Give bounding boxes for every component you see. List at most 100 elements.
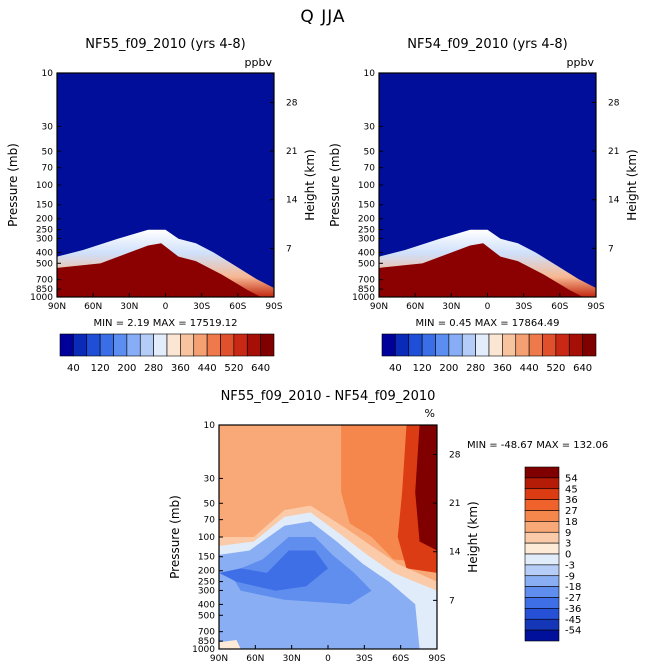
- colorbar-label: 0: [565, 550, 571, 561]
- x-tick-label: 0: [485, 302, 491, 312]
- colorbar-label: -9: [565, 571, 575, 582]
- y-tick-label: 150: [358, 201, 375, 211]
- x-tick-label: 90N: [210, 654, 228, 664]
- colorbar-swatch: [524, 608, 560, 620]
- colorbar-label: 45: [565, 484, 578, 495]
- colorbar-label: 54: [565, 473, 578, 484]
- y-tick-label: 850: [36, 285, 53, 295]
- units-label: %: [425, 407, 435, 420]
- colorbar-swatch: [524, 499, 560, 511]
- y-axis-label: Pressure (mb): [328, 143, 342, 227]
- x-tick-label: 60S: [229, 302, 246, 312]
- x-tick-label: 30N: [442, 302, 460, 312]
- x-tick-label: 90N: [370, 302, 388, 312]
- colorbar-swatch: [524, 466, 560, 479]
- height-tick-label: 7: [608, 244, 614, 254]
- y-tick-label: 100: [358, 181, 375, 191]
- colorbar-swatch: [461, 333, 476, 357]
- stat-min-label: MIN =: [415, 318, 449, 329]
- colorbar-label: 280: [466, 363, 485, 374]
- colorbar-swatch: [139, 333, 154, 357]
- y-tick-label: 150: [36, 201, 53, 211]
- y-tick-label: 700: [198, 628, 215, 638]
- colorbar-label: 360: [171, 363, 190, 374]
- y-tick-label: 200: [36, 215, 53, 225]
- stat-max-label: MAX =: [153, 318, 190, 329]
- stat-min-label: MIN =: [93, 318, 127, 329]
- colorbar-label: 40: [67, 363, 80, 374]
- y-tick-label: 50: [364, 147, 376, 157]
- colorbar-swatch: [220, 333, 235, 357]
- x-tick-label: 60S: [392, 654, 409, 664]
- colorbar-swatch: [59, 333, 74, 357]
- colorbar-label: 440: [198, 363, 217, 374]
- colorbar-swatch: [524, 521, 560, 533]
- chart-title: NF54_f09_2010 (yrs 4-8): [407, 37, 567, 52]
- stat-max-label: MAX =: [475, 318, 512, 329]
- colorbar-swatch: [381, 333, 396, 357]
- colorbar-swatch: [524, 618, 560, 631]
- y-axis-right-label: Height (km): [303, 149, 317, 220]
- y-tick-label: 400: [36, 248, 53, 258]
- y-tick-label: 300: [36, 234, 53, 244]
- colorbar-swatch: [502, 333, 517, 357]
- colorbar-label: 3: [565, 539, 571, 550]
- height-tick-label: 21: [608, 147, 619, 157]
- diff-region-54: [415, 425, 437, 551]
- colorbar-swatch: [153, 333, 168, 357]
- stat-max-label: MAX =: [536, 440, 573, 451]
- colorbar-label: 36: [565, 495, 578, 506]
- height-tick-label: 14: [608, 196, 620, 206]
- colorbar-label: -36: [565, 604, 581, 615]
- colorbar-swatch: [568, 333, 583, 357]
- height-tick-label: 14: [286, 196, 298, 206]
- x-tick-label: 60N: [84, 302, 102, 312]
- colorbar-swatch: [524, 531, 560, 544]
- colorbar-label: 40: [389, 363, 402, 374]
- colorbar-swatch: [524, 597, 560, 609]
- chart-title: NF55_f09_2010 - NF54_f09_2010: [221, 389, 436, 404]
- colorbar-label: 200: [439, 363, 458, 374]
- y-tick-label: 150: [198, 553, 215, 563]
- colorbar-label: 520: [546, 363, 565, 374]
- y-tick-label: 400: [198, 600, 215, 610]
- stat-max: 17519.12: [190, 318, 238, 329]
- colorbar-label: 280: [144, 363, 163, 374]
- y-tick-label: 250: [358, 226, 375, 236]
- colorbar-swatch: [524, 510, 560, 522]
- colorbar-swatch: [582, 333, 597, 357]
- y-tick-label: 10: [364, 69, 376, 79]
- y-tick-label: 100: [36, 181, 53, 191]
- height-tick-label: 28: [449, 450, 461, 460]
- y-tick-label: 200: [198, 567, 215, 577]
- high-concentration-plume: [57, 243, 261, 297]
- colorbar-label: 120: [91, 363, 110, 374]
- height-tick-label: 14: [449, 548, 461, 558]
- colorbar-swatch: [395, 333, 410, 357]
- colorbar-label: 200: [117, 363, 136, 374]
- x-tick-label: 30S: [193, 302, 210, 312]
- height-tick-label: 7: [286, 244, 292, 254]
- colorbar-swatch: [260, 333, 275, 357]
- height-tick-label: 28: [286, 98, 298, 108]
- y-tick-label: 1000: [352, 293, 375, 303]
- x-tick-label: 60N: [246, 654, 264, 664]
- colorbar-label: 640: [251, 363, 270, 374]
- colorbar-label: 9: [565, 528, 571, 539]
- x-tick-label: 30N: [283, 654, 301, 664]
- colorbar-swatch: [475, 333, 490, 357]
- colorbar-swatch: [99, 333, 114, 357]
- stat-min: 0.45: [449, 318, 474, 329]
- x-tick-label: 0: [325, 654, 331, 664]
- y-tick-label: 70: [42, 164, 54, 174]
- colorbar-swatch: [524, 553, 560, 566]
- x-tick-label: 90N: [48, 302, 66, 312]
- y-tick-label: 300: [358, 234, 375, 244]
- height-tick-label: 7: [449, 596, 455, 606]
- y-tick-label: 70: [364, 164, 376, 174]
- x-tick-label: 90S: [587, 302, 604, 312]
- colorbar-label: -27: [565, 593, 581, 604]
- colorbar-label: 360: [493, 363, 512, 374]
- y-tick-label: 50: [42, 147, 54, 157]
